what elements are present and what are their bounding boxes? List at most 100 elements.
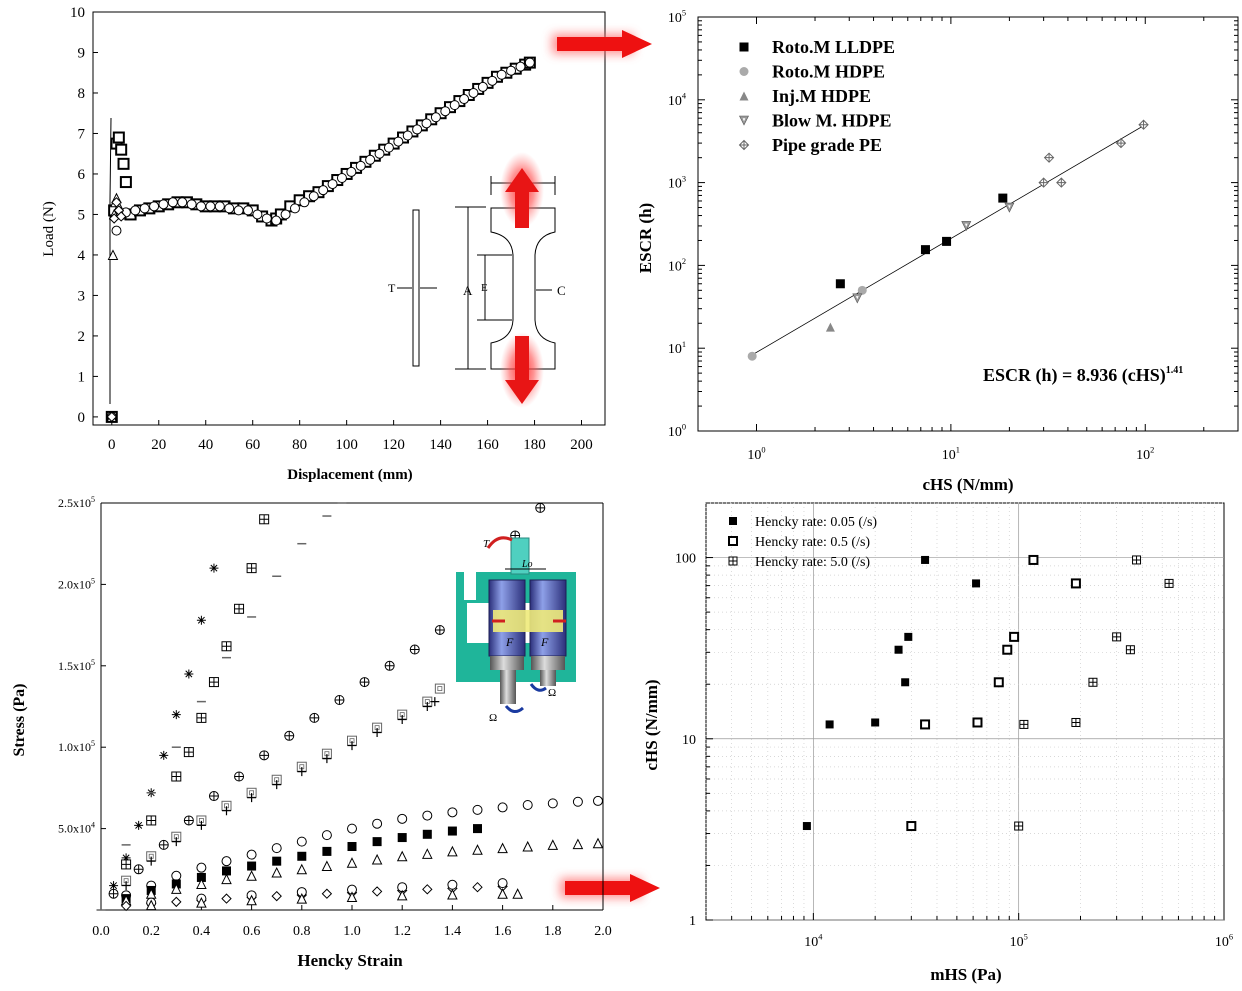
y-tick-label: 2 — [78, 329, 86, 345]
load-point — [186, 199, 197, 210]
chs-point — [920, 719, 931, 730]
y-axis-label: Stress (Pa) — [11, 683, 28, 756]
y-tick-label: 4 — [78, 248, 86, 264]
load-point — [496, 69, 507, 80]
stress-point — [159, 750, 169, 760]
stress-point — [422, 810, 433, 821]
load-point — [318, 185, 329, 196]
load-point — [196, 201, 207, 212]
stress-point — [221, 641, 232, 652]
chs-point — [1070, 578, 1081, 589]
chs-point — [871, 718, 880, 727]
load-point — [327, 179, 338, 190]
x-tick-label: 1.2 — [393, 924, 411, 939]
stress-point — [145, 899, 157, 911]
stress-point — [396, 850, 408, 862]
load-point — [487, 75, 498, 86]
stress-point — [196, 872, 206, 882]
x-tick-label: 140 — [429, 437, 452, 453]
stress-point — [372, 728, 382, 738]
escr-point — [998, 193, 1008, 203]
y-tick-label: 7 — [78, 126, 86, 142]
x-tick-label: 120 — [382, 437, 405, 453]
specimen-diagram: T A E C — [388, 152, 566, 408]
fixture-notch — [464, 572, 476, 600]
chs-point — [1028, 554, 1039, 565]
diagram-label-c: C — [557, 283, 566, 298]
stress-point — [171, 710, 181, 720]
stress-point — [184, 669, 194, 679]
x-tick-label: 106 — [1215, 933, 1233, 950]
x-tick-labels: 0 20 40 60 80 100 120 140 160 180 200 — [108, 437, 593, 453]
legend-label: Roto.M LLDPE — [772, 37, 895, 57]
y-tick-label: 101 — [668, 340, 686, 357]
y-tick-label: 1 — [689, 914, 696, 929]
chs-point — [1009, 631, 1020, 642]
chs-point — [1112, 632, 1122, 642]
x-tick-label: 0.2 — [142, 924, 160, 939]
pull-up-arrow — [505, 168, 539, 228]
load-point — [252, 209, 263, 220]
legend-label: Hencky rate: 0.5 (/s) — [755, 535, 870, 550]
load-point — [430, 112, 441, 123]
escr-point — [1043, 152, 1055, 163]
x-tick-label: 20 — [151, 437, 166, 453]
diagram-label-e: E — [481, 282, 488, 294]
stress-point — [272, 856, 282, 866]
stress-point — [120, 900, 132, 912]
stress-point — [221, 873, 232, 885]
lo-label: Lo — [521, 559, 533, 570]
stress-point — [121, 881, 131, 891]
arrow-to-chs — [560, 874, 660, 902]
load-point — [119, 176, 132, 189]
chs-point — [1125, 645, 1135, 655]
stress-point — [247, 793, 257, 803]
plot-frame — [697, 16, 1239, 432]
legend-marker — [728, 556, 738, 566]
x-tick-label: 104 — [804, 933, 823, 950]
y-tick-labels: 0 1 2 3 4 5 6 7 8 9 10 — [70, 5, 86, 426]
stress-point — [592, 837, 604, 849]
stress-point — [297, 767, 307, 777]
load-point — [346, 166, 357, 177]
stress-point — [146, 815, 157, 826]
grid-lines — [705, 502, 1224, 921]
stress-point — [234, 603, 245, 614]
stress-point — [321, 830, 332, 841]
stress-point — [246, 870, 257, 881]
escr-point — [1004, 202, 1015, 213]
y-tick-label: 105 — [668, 9, 686, 26]
data-markers — [96, 502, 604, 912]
stress-point — [171, 837, 181, 847]
legend-label: Hencky rate: 5.0 (/s) — [755, 555, 870, 570]
load-point — [336, 173, 347, 184]
y-tick-label: 104 — [668, 92, 687, 109]
stress-point — [221, 856, 232, 867]
chs-point — [906, 821, 917, 832]
stress-point — [473, 824, 482, 834]
stress-point — [171, 896, 182, 908]
stress-point — [170, 883, 182, 894]
gear-left — [490, 656, 524, 670]
stress-point — [434, 624, 445, 635]
stress-point — [134, 820, 144, 830]
load-point — [111, 225, 122, 236]
legend-marker — [728, 536, 738, 546]
tick-marks — [698, 17, 1239, 432]
load-displacement-chart: 0 20 40 60 80 100 120 140 160 180 200 0 1 2 3 4 5 6 7 8 9 10… — [41, 5, 606, 483]
chs-point — [1088, 677, 1098, 687]
stress-point — [347, 741, 357, 751]
load-point — [449, 100, 460, 111]
x-tick-label: 80 — [292, 437, 307, 453]
legend: Hencky rate: 0.05 (/s) Hencky rate: 0.5 (… — [728, 515, 877, 570]
legend-marker — [729, 517, 737, 525]
stress-point — [196, 615, 206, 625]
stress-point — [371, 886, 383, 897]
stress-point — [271, 890, 282, 902]
x-tick-label: 100 — [747, 446, 765, 463]
stress-point — [422, 884, 433, 895]
x-tick-label: 180 — [523, 437, 546, 453]
chs-point — [825, 720, 834, 729]
legend-marker — [738, 139, 750, 151]
load-point — [107, 249, 119, 260]
